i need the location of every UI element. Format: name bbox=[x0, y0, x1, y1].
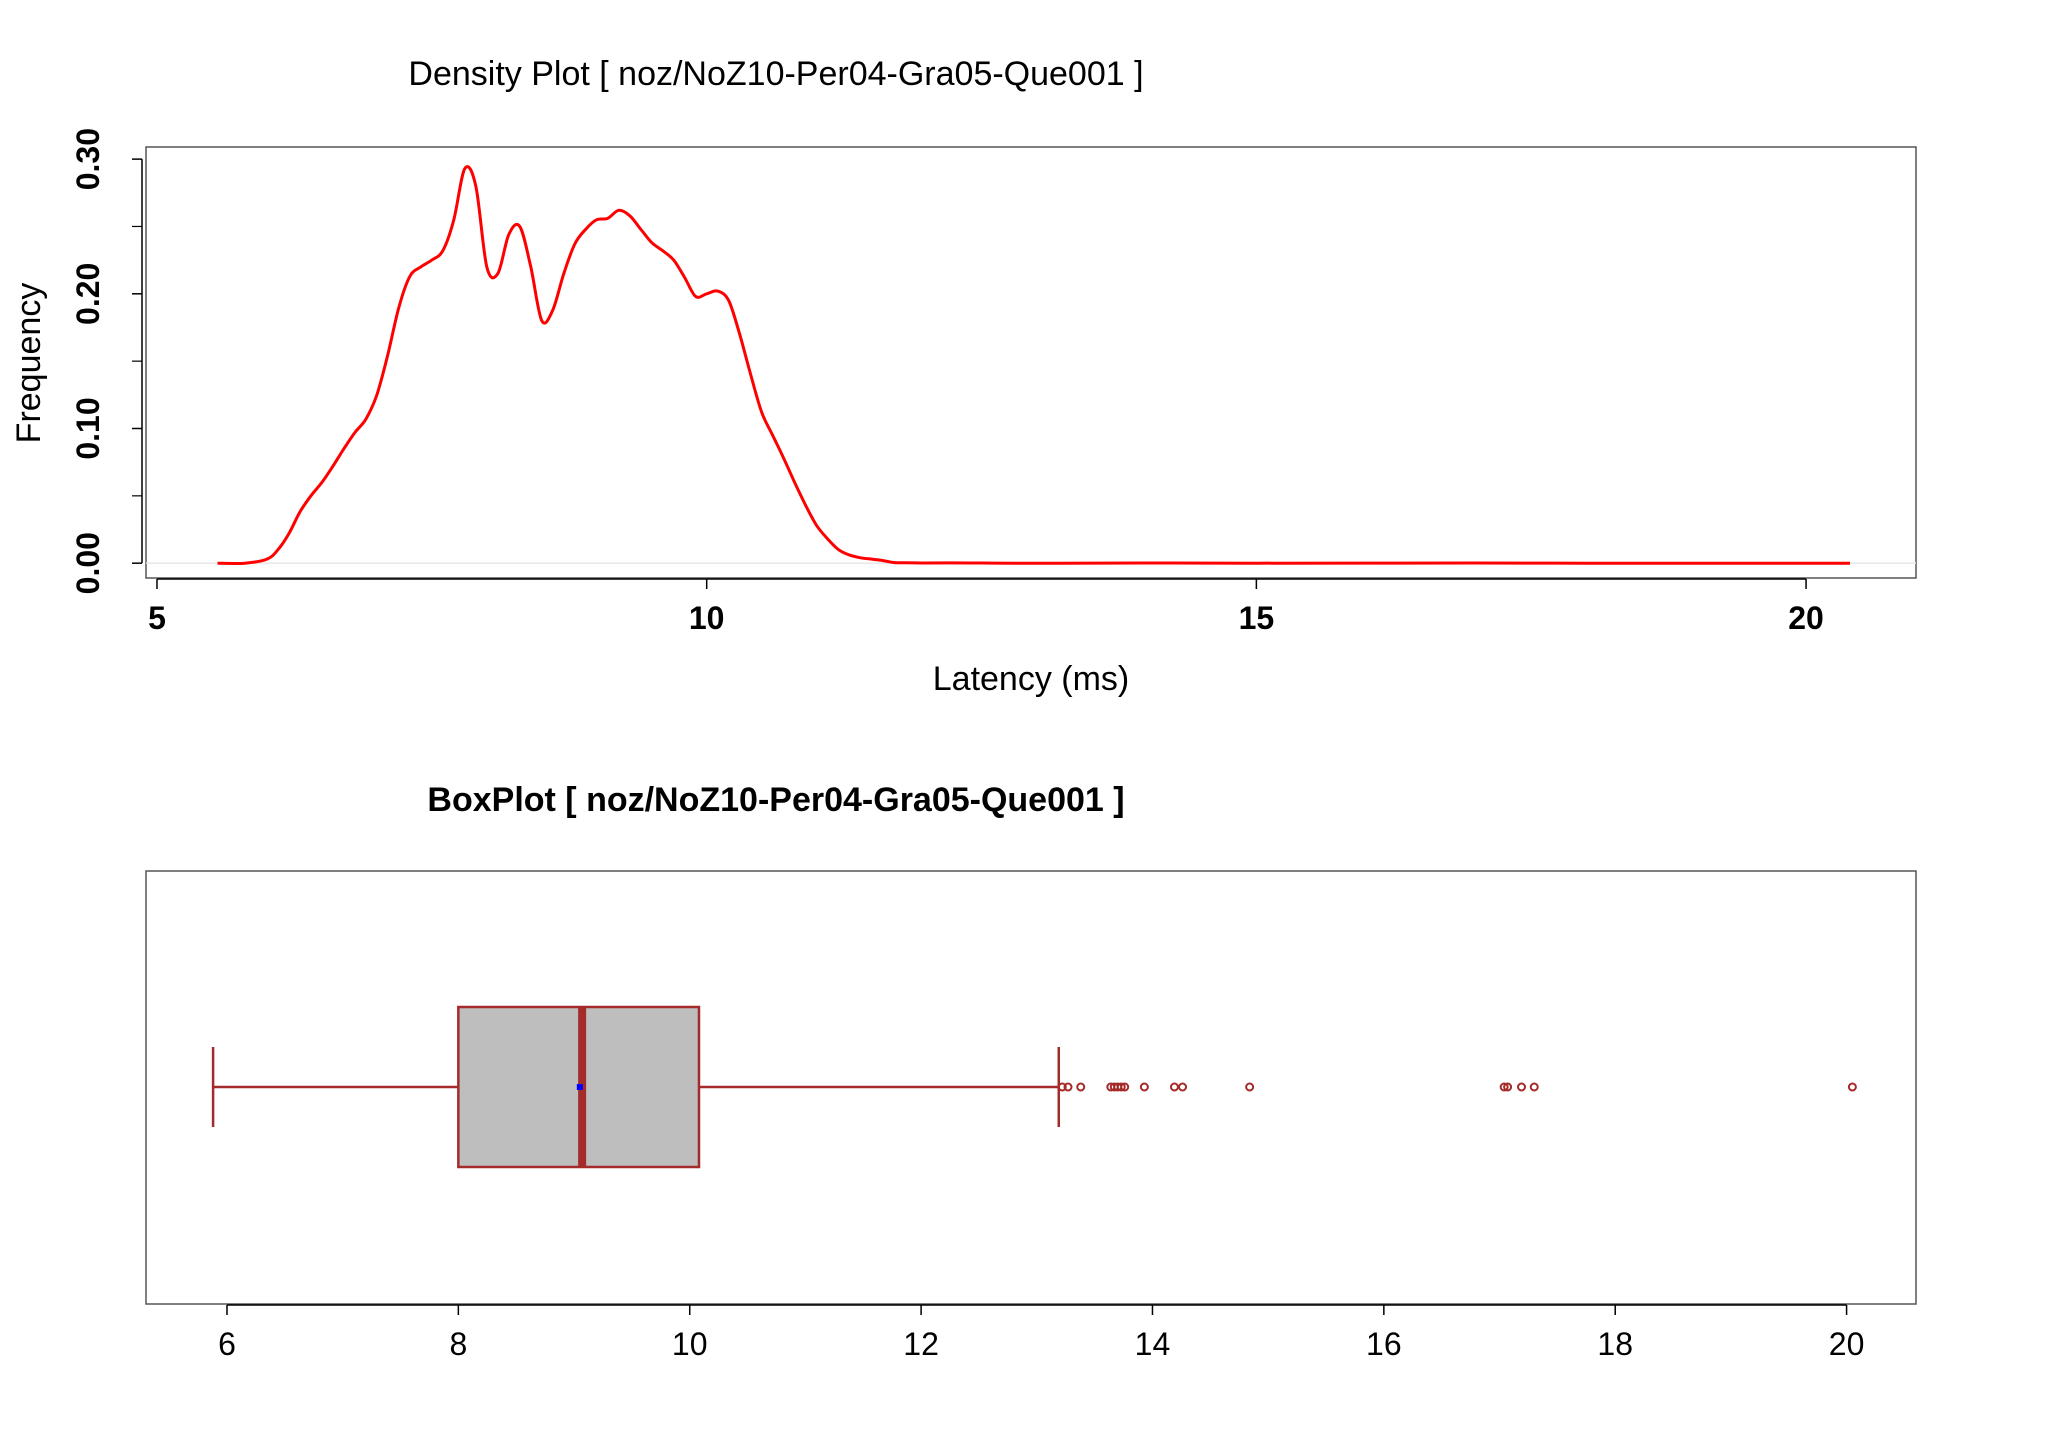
boxplot-title: BoxPlot [ noz/NoZ10-Per04-Gra05-Que001 ] bbox=[427, 781, 1124, 819]
density-y-tick-label: 0.30 bbox=[70, 128, 106, 190]
density-plot: Density Plot [ noz/NoZ10-Per04-Gra05-Que… bbox=[10, 55, 1917, 698]
density-x-tick-label: 5 bbox=[148, 600, 166, 636]
boxplot-axes: 6 8 10 12 14 16 18 20 bbox=[218, 1304, 1865, 1362]
outlier-point bbox=[1178, 1082, 1188, 1092]
boxplot-x-tick-label: 6 bbox=[218, 1326, 236, 1362]
density-y-tick-label: 0.10 bbox=[70, 397, 106, 459]
box-plot: BoxPlot [ noz/NoZ10-Per04-Gra05-Que001 ]… bbox=[145, 781, 1917, 1362]
outlier-point bbox=[1169, 1082, 1179, 1092]
density-axes: 5 10 15 20 0.00 0.10 0.20 0.30 bbox=[70, 128, 1916, 636]
outlier-point bbox=[1499, 1082, 1509, 1092]
boxplot-x-tick-label: 18 bbox=[1597, 1326, 1633, 1362]
density-y-tick-label: 0.20 bbox=[70, 263, 106, 325]
outlier-point bbox=[1063, 1082, 1073, 1092]
density-x-tick-label: 20 bbox=[1788, 600, 1824, 636]
outlier-point bbox=[1503, 1082, 1513, 1092]
outlier-point bbox=[1847, 1082, 1857, 1092]
boxplot-x-tick-label: 14 bbox=[1135, 1326, 1171, 1362]
boxplot-x-tick-label: 8 bbox=[449, 1326, 467, 1362]
density-plot-frame bbox=[145, 146, 1917, 579]
outlier-point bbox=[1057, 1082, 1067, 1092]
mean-marker bbox=[576, 1084, 583, 1090]
density-x-tick-label: 15 bbox=[1239, 600, 1275, 636]
outlier-point bbox=[1139, 1082, 1149, 1092]
density-x-axis-label: Latency (ms) bbox=[933, 660, 1130, 698]
density-x-tick-label: 10 bbox=[689, 600, 725, 636]
outlier-point bbox=[1116, 1082, 1126, 1092]
density-title: Density Plot [ noz/NoZ10-Per04-Gra05-Que… bbox=[408, 55, 1143, 93]
outlier-point bbox=[1245, 1082, 1255, 1092]
density-y-axis-label: Frequency bbox=[10, 283, 48, 444]
boxplot-x-tick-label: 12 bbox=[903, 1326, 939, 1362]
density-y-tick-label: 0.00 bbox=[70, 532, 106, 594]
outlier-point bbox=[1076, 1082, 1086, 1092]
outlier-point bbox=[1517, 1082, 1527, 1092]
boxplot-x-tick-label: 10 bbox=[672, 1326, 708, 1362]
boxplot-x-tick-label: 16 bbox=[1366, 1326, 1402, 1362]
density-curve bbox=[217, 165, 1850, 566]
outlier-point bbox=[1529, 1082, 1539, 1092]
outlier-point bbox=[1120, 1082, 1130, 1092]
boxplot-x-tick-label: 20 bbox=[1829, 1326, 1865, 1362]
boxplot-frame bbox=[145, 870, 1917, 1305]
boxplot-body bbox=[211, 1005, 1857, 1169]
